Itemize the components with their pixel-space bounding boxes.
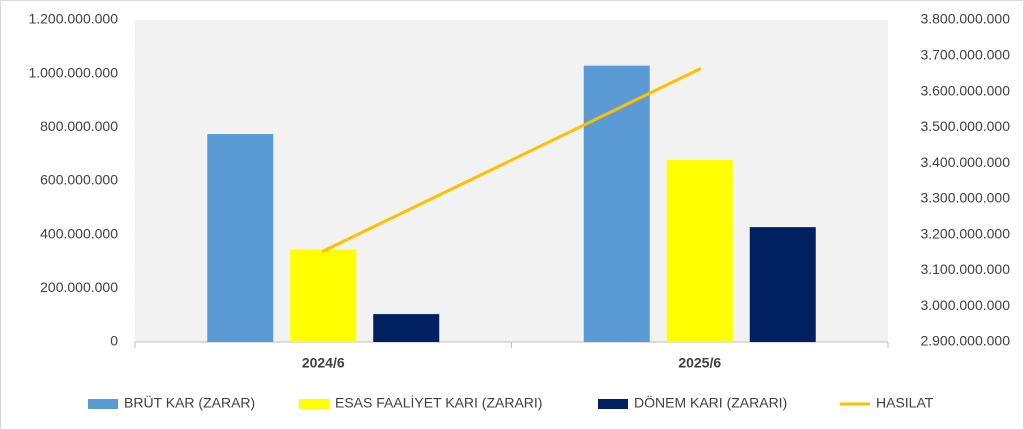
y-tick-label: 400.000.000 — [40, 225, 118, 241]
y2-tick-label: 2.900.000.000 — [920, 333, 1010, 349]
y-tick-label: 0 — [110, 333, 118, 349]
bar — [207, 134, 274, 342]
bar — [583, 65, 650, 342]
y2-tick-label: 3.200.000.000 — [920, 225, 1010, 241]
y-tick-label: 1.200.000.000 — [28, 11, 118, 27]
y-tick-label: 800.000.000 — [40, 118, 118, 134]
bar — [373, 314, 440, 342]
x-tick-label: 2025/6 — [678, 355, 721, 371]
legend-swatch — [299, 399, 329, 409]
line — [321, 67, 702, 253]
bar — [749, 227, 816, 342]
y2-tick-label: 3.500.000.000 — [920, 118, 1010, 134]
y2-tick-label: 3.600.000.000 — [920, 82, 1010, 98]
bar — [666, 160, 733, 342]
legend-label: DÖNEM KARI (ZARARI) — [634, 394, 787, 411]
y2-tick-label: 3.800.000.000 — [920, 11, 1010, 27]
legend-swatch — [598, 399, 628, 409]
y2-tick-label: 3.400.000.000 — [920, 154, 1010, 170]
legend-swatch — [88, 399, 118, 409]
legend-label: HASILAT — [876, 395, 934, 411]
x-tick-label: 2024/6 — [302, 355, 345, 371]
legend-label: ESAS FAALİYET KARI (ZARARI) — [335, 394, 542, 411]
y-tick-label: 1.000.000.000 — [28, 64, 118, 80]
y2-tick-label: 3.000.000.000 — [920, 297, 1010, 313]
y2-tick-label: 3.100.000.000 — [920, 261, 1010, 277]
legend-label: BRÜT KAR (ZARAR) — [124, 394, 255, 411]
y2-tick-label: 3.300.000.000 — [920, 190, 1010, 206]
bar — [290, 249, 357, 342]
y2-tick-label: 3.700.000.000 — [920, 46, 1010, 62]
y-tick-label: 200.000.000 — [40, 279, 118, 295]
y-tick-label: 600.000.000 — [40, 172, 118, 188]
